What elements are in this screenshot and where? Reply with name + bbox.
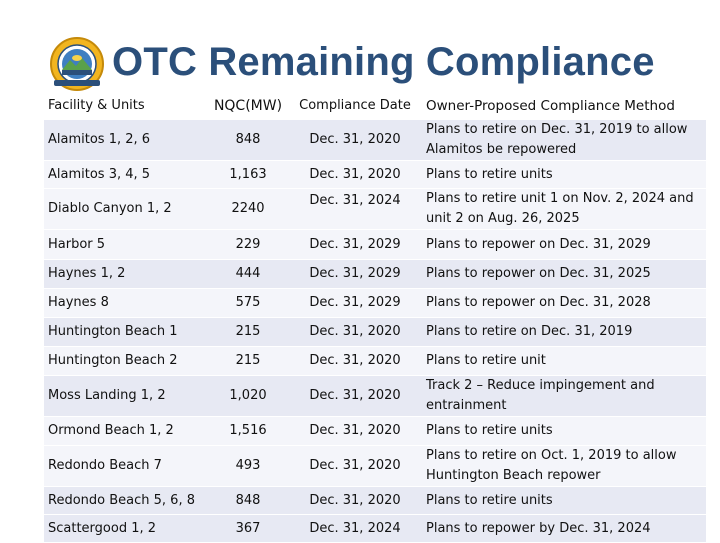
header-nqc: NQC(MW) <box>206 92 290 120</box>
method-line: Huntington Beach repower <box>426 468 601 483</box>
header-compliance-method: Owner-Proposed Compliance Method <box>420 92 706 120</box>
date-cell: Dec. 31, 2029 <box>290 288 420 318</box>
method-line: Plans to retire unit 1 on Nov. 2, 2024 a… <box>426 191 694 206</box>
method-cell: Plans to retire on Oct. 1, 2019 to allow… <box>420 445 706 487</box>
method-cell: Plans to repower on Dec. 31, 2029 <box>420 229 706 260</box>
method-cell: Plans to retire unit <box>420 346 706 376</box>
date-cell: Dec. 31, 2020 <box>290 486 420 515</box>
nqc-cell: 229 <box>206 229 290 260</box>
page-title: OTC Remaining Compliance <box>112 40 655 84</box>
facility-cell: Alamitos 3, 4, 5 <box>44 160 206 189</box>
date-cell: Dec. 31, 2024 <box>290 188 420 230</box>
method-cell: Plans to repower by Dec. 31, 2024 <box>420 514 706 543</box>
nqc-cell: 1,516 <box>206 416 290 446</box>
table-row: Haynes 8 575 Dec. 31, 2029 Plans to repo… <box>44 288 706 318</box>
method-cell: Track 2 – Reduce impingement and entrain… <box>420 375 706 417</box>
method-cell: Plans to repower on Dec. 31, 2028 <box>420 288 706 318</box>
facility-cell: Haynes 8 <box>44 288 206 318</box>
date-cell: Dec. 31, 2020 <box>290 375 420 417</box>
nqc-cell: 367 <box>206 514 290 543</box>
table-row: Huntington Beach 1 215 Dec. 31, 2020 Pla… <box>44 317 706 347</box>
nqc-cell: 1,163 <box>206 160 290 189</box>
compliance-table: Facility & Units NQC(MW) Compliance Date… <box>44 92 706 543</box>
method-line: unit 2 on Aug. 26, 2025 <box>426 211 580 226</box>
table-row: Alamitos 3, 4, 5 1,163 Dec. 31, 2020 Pla… <box>44 160 706 189</box>
method-cell: Plans to retire units <box>420 416 706 446</box>
nqc-cell: 848 <box>206 486 290 515</box>
method-cell: Plans to retire unit 1 on Nov. 2, 2024 a… <box>420 188 706 230</box>
nqc-cell: 493 <box>206 445 290 487</box>
date-cell: Dec. 31, 2020 <box>290 120 420 161</box>
table-row: Redondo Beach 7 493 Dec. 31, 2020 Plans … <box>44 445 706 487</box>
facility-cell: Scattergood 1, 2 <box>44 514 206 543</box>
date-cell: Dec. 31, 2029 <box>290 259 420 289</box>
date-cell: Dec. 31, 2020 <box>290 160 420 189</box>
nqc-cell: 215 <box>206 317 290 347</box>
table-row: Huntington Beach 2 215 Dec. 31, 2020 Pla… <box>44 346 706 376</box>
method-line: Track 2 – Reduce impingement and <box>426 378 655 393</box>
table-row: Redondo Beach 5, 6, 8 848 Dec. 31, 2020 … <box>44 486 706 515</box>
table-row: Diablo Canyon 1, 2 2240 Dec. 31, 2024 Pl… <box>44 188 706 230</box>
energy-commission-seal-icon <box>50 37 104 91</box>
method-cell: Plans to retire units <box>420 486 706 515</box>
facility-cell: Redondo Beach 7 <box>44 445 206 487</box>
facility-cell: Huntington Beach 2 <box>44 346 206 376</box>
table-header-row: Facility & Units NQC(MW) Compliance Date… <box>44 92 706 120</box>
table-row: Moss Landing 1, 2 1,020 Dec. 31, 2020 Tr… <box>44 375 706 417</box>
nqc-cell: 2240 <box>206 188 290 230</box>
date-cell: Dec. 31, 2020 <box>290 416 420 446</box>
facility-cell: Huntington Beach 1 <box>44 317 206 347</box>
date-cell: Dec. 31, 2020 <box>290 445 420 487</box>
method-cell: Plans to repower on Dec. 31, 2025 <box>420 259 706 289</box>
facility-cell: Redondo Beach 5, 6, 8 <box>44 486 206 515</box>
facility-cell: Alamitos 1, 2, 6 <box>44 120 206 161</box>
method-line: Alamitos be repowered <box>426 142 577 157</box>
slide-header: OTC Remaining Compliance <box>0 0 720 92</box>
date-cell: Dec. 31, 2020 <box>290 346 420 376</box>
method-line: Plans to retire on Oct. 1, 2019 to allow <box>426 448 677 463</box>
date-cell: Dec. 31, 2020 <box>290 317 420 347</box>
facility-cell: Haynes 1, 2 <box>44 259 206 289</box>
header-facility: Facility & Units <box>44 92 206 120</box>
nqc-cell: 1,020 <box>206 375 290 417</box>
date-cell: Dec. 31, 2029 <box>290 229 420 260</box>
nqc-cell: 848 <box>206 120 290 161</box>
facility-cell: Ormond Beach 1, 2 <box>44 416 206 446</box>
method-cell: Plans to retire on Dec. 31, 2019 <box>420 317 706 347</box>
method-line: Plans to retire on Dec. 31, 2019 to allo… <box>426 122 688 137</box>
method-cell: Plans to retire units <box>420 160 706 189</box>
nqc-cell: 575 <box>206 288 290 318</box>
table-row: Alamitos 1, 2, 6 848 Dec. 31, 2020 Plans… <box>44 120 706 161</box>
table-row: Harbor 5 229 Dec. 31, 2029 Plans to repo… <box>44 229 706 260</box>
nqc-cell: 215 <box>206 346 290 376</box>
facility-cell: Diablo Canyon 1, 2 <box>44 188 206 230</box>
table-row: Haynes 1, 2 444 Dec. 31, 2029 Plans to r… <box>44 259 706 289</box>
nqc-cell: 444 <box>206 259 290 289</box>
method-line: entrainment <box>426 398 507 413</box>
facility-cell: Moss Landing 1, 2 <box>44 375 206 417</box>
table-row: Scattergood 1, 2 367 Dec. 31, 2024 Plans… <box>44 514 706 543</box>
method-cell: Plans to retire on Dec. 31, 2019 to allo… <box>420 120 706 161</box>
facility-cell: Harbor 5 <box>44 229 206 260</box>
date-cell: Dec. 31, 2024 <box>290 514 420 543</box>
table-row: Ormond Beach 1, 2 1,516 Dec. 31, 2020 Pl… <box>44 416 706 446</box>
header-compliance-date: Compliance Date <box>290 92 420 120</box>
